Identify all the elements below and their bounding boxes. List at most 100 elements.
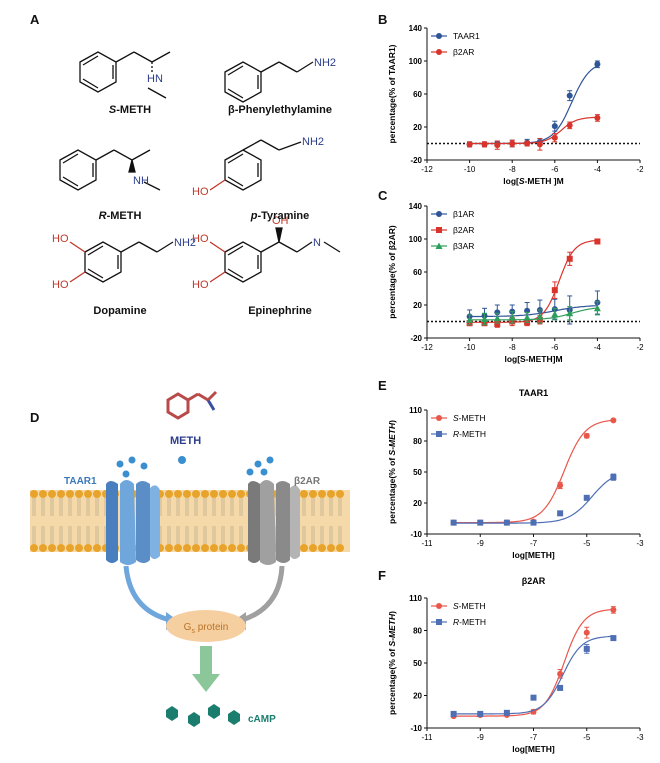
data-point: [583, 432, 590, 439]
data-point: [610, 606, 617, 613]
lipid-head: [93, 490, 101, 498]
p-tyramine-hydroxyl: HO: [192, 186, 209, 198]
camp-molecules: [166, 704, 240, 727]
y-tick-label: 60: [413, 90, 422, 99]
data-point: [536, 313, 544, 320]
x-tick-label: -4: [594, 165, 602, 174]
data-point: [477, 519, 484, 526]
data-point: [503, 519, 510, 526]
chart-c: -12 -10 -8 -6 -4 -2 -20 20 60 100 140 log[S-METH]M p…: [387, 202, 644, 364]
x-tick-label: -4: [594, 343, 602, 352]
lipid-head: [48, 544, 56, 552]
legend-label: β2AR: [453, 225, 474, 235]
y-tick-label: -10: [410, 530, 422, 539]
x-tick-label: -7: [530, 733, 538, 742]
data-point: [583, 645, 590, 652]
y-tick-label: -20: [410, 156, 422, 165]
data-point: [450, 710, 457, 717]
dopamine-hydroxyl-2: HO: [52, 279, 69, 291]
data-point: [450, 519, 457, 526]
y-tick-label: -10: [410, 724, 422, 733]
y-axis-label: percentage(% of β2AR): [387, 225, 397, 319]
lipid-head: [174, 544, 182, 552]
panel-label-d: D: [30, 410, 40, 425]
y-tick-label: -20: [410, 334, 422, 343]
r-meth-amine: NH: [133, 175, 149, 187]
lipid-head: [201, 490, 209, 498]
legend-marker: [436, 211, 442, 217]
data-point: [551, 287, 558, 294]
data-point: [594, 114, 601, 121]
x-tick-label: -2: [636, 343, 644, 352]
legend-marker: [435, 242, 443, 249]
y-tick-label: 20: [413, 692, 422, 701]
legend-marker: [436, 415, 442, 421]
legend-marker: [436, 619, 442, 625]
data-point: [524, 140, 531, 147]
lipid-head: [228, 544, 236, 552]
x-tick-label: -6: [551, 343, 559, 352]
r-meth-structure: [59, 149, 161, 191]
epinephrine-hydroxyl-1: HO: [192, 233, 209, 245]
y-axis-label: percentage(% of S-METH): [387, 611, 397, 715]
p-tyramine-structure: [209, 139, 302, 191]
molecule-structures: HN NH2 NH NH2 HO NH2 HO HO N HO HO OH: [52, 51, 341, 291]
lipid-head: [201, 544, 209, 552]
legend-label: S-METH: [453, 413, 486, 423]
data-point: [594, 61, 601, 68]
fit-line: [469, 239, 598, 323]
chart-e: TAAR1 -11 -9 -7 -5 -3 -10 20 50 80 110 log[METH] per…: [387, 388, 644, 560]
epinephrine-structure: [209, 227, 341, 283]
data-point: [557, 510, 564, 517]
data-point: [594, 238, 601, 245]
p-tyramine-label: p-Tyramine: [250, 210, 310, 222]
y-tick-label: 100: [409, 235, 423, 244]
x-tick-label: -10: [464, 165, 476, 174]
y-tick-label: 50: [413, 468, 422, 477]
legend-label: R-METH: [453, 617, 486, 627]
data-point: [494, 320, 501, 327]
data-point: [593, 304, 601, 312]
lipid-head: [39, 544, 47, 552]
legend-marker: [436, 33, 442, 39]
x-tick-label: -11: [422, 733, 434, 742]
dopamine-structure: [69, 241, 174, 283]
data-point: [536, 141, 543, 148]
lipid-head: [192, 544, 200, 552]
data-point: [610, 474, 617, 481]
lipid-head: [210, 490, 218, 498]
y-axis-label: percentage(% of TAAR1): [387, 44, 397, 143]
phenylethylamine-label: β-Phenylethylamine: [228, 104, 332, 116]
lipid-head: [84, 490, 92, 498]
chart-b: -12 -10 -8 -6 -4 -2 -20 20 60 100 140 log[S-METH ]M…: [387, 24, 644, 186]
legend-label: β2AR: [453, 47, 474, 57]
x-tick-label: -6: [551, 165, 559, 174]
r-meth-label: R-METH: [98, 210, 142, 222]
down-arrow-shaft: [200, 646, 212, 676]
lipid-head: [318, 544, 326, 552]
lipid-head: [165, 490, 173, 498]
lipid-head: [165, 544, 173, 552]
lipid-head: [327, 490, 335, 498]
b2ar-receptor: [248, 480, 300, 565]
lipid-head: [183, 490, 191, 498]
legend-label: S-METH: [453, 601, 486, 611]
lipid-head: [300, 490, 308, 498]
s-meth-amine: HN: [147, 73, 163, 85]
x-tick-label: -3: [636, 733, 644, 742]
data-point: [477, 710, 484, 717]
y-axis-label: percentage(% of S-METH): [387, 420, 397, 524]
data-point: [557, 670, 564, 677]
lipid-head: [75, 490, 83, 498]
lipid-head: [237, 544, 245, 552]
panel-label-f: F: [378, 568, 386, 583]
panel-label-b: B: [378, 12, 388, 27]
data-point: [566, 122, 573, 129]
fit-line: [469, 307, 598, 321]
x-tick-label: -11: [422, 539, 434, 548]
data-point: [566, 309, 574, 317]
data-point: [494, 142, 501, 149]
lipid-head: [309, 490, 317, 498]
data-point: [466, 141, 473, 148]
epinephrine-label: Epinephrine: [248, 305, 312, 317]
